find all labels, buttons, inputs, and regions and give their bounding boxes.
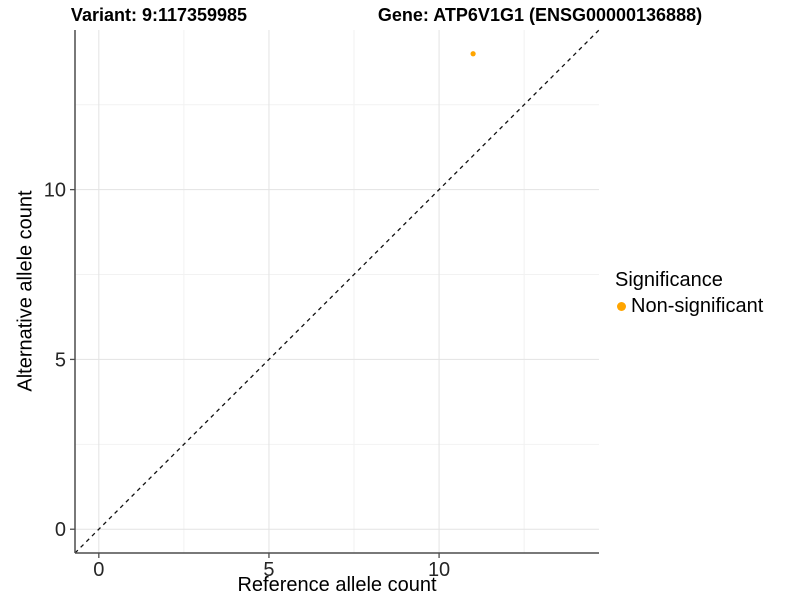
y-tick-label: 10: [44, 180, 66, 202]
legend-item-label: Non-significant: [631, 295, 764, 317]
y-axis-title: Alternative allele count: [14, 190, 37, 392]
legend-item-non-significant: Non-significant: [615, 295, 763, 318]
variant-title: Variant: 9:117359985: [70, 5, 248, 25]
x-tick-label: 0: [93, 559, 104, 581]
data-point: [470, 51, 476, 57]
x-tick-label: 5: [263, 559, 274, 581]
legend: Significance Non-significant: [615, 268, 763, 318]
y-tick-label: 0: [55, 519, 66, 541]
identity-line: [74, 29, 600, 554]
x-axis-title: Reference allele count: [237, 574, 437, 596]
legend-title: Significance: [615, 269, 723, 291]
legend-point-swatch-icon: [617, 302, 626, 311]
gene-title: Gene: ATP6V1G1 (ENSG00000136888): [377, 5, 703, 25]
x-tick-label: 10: [428, 559, 450, 581]
y-tick-label: 5: [55, 349, 66, 371]
